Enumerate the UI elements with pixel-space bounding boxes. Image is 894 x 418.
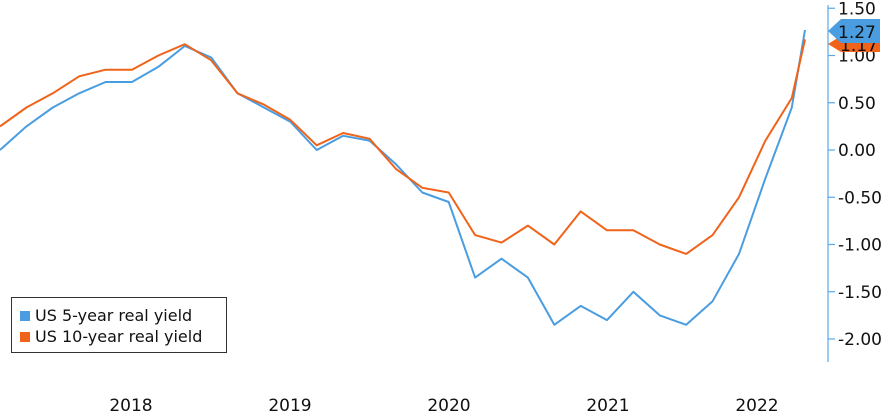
x-tick-label: 2022 bbox=[735, 396, 778, 416]
x-tick-label: 2019 bbox=[268, 396, 311, 416]
x-tick-label: 2018 bbox=[109, 396, 152, 416]
last-value-tag-5y bbox=[828, 19, 880, 43]
legend-label-5y: US 5-year real yield bbox=[35, 306, 193, 325]
y-tick-label: -2.00 bbox=[838, 330, 882, 350]
last-value-tags: 1.17 1.27 bbox=[828, 19, 880, 56]
x-tick-label: 2021 bbox=[586, 396, 629, 416]
x-tick-label: 2020 bbox=[427, 396, 470, 416]
legend-swatch-10y bbox=[20, 331, 30, 342]
legend-swatch-5y bbox=[20, 310, 30, 321]
series-line-10y bbox=[0, 39, 806, 255]
last-value-label-5y: 1.27 bbox=[838, 23, 876, 43]
series-lines bbox=[0, 29, 806, 326]
y-tick-label: 0.00 bbox=[838, 141, 876, 161]
y-tick-label: -0.50 bbox=[838, 188, 882, 208]
y-tick-label: -1.50 bbox=[838, 283, 882, 303]
series-line-5y bbox=[0, 29, 806, 326]
y-tick-label: 0.50 bbox=[838, 94, 876, 114]
chart-legend: US 5-year real yield US 10-year real yie… bbox=[11, 297, 227, 353]
x-axis: 2018 2019 2020 2021 2022 bbox=[109, 396, 778, 416]
legend-item-10y: US 10-year real yield bbox=[20, 326, 226, 347]
y-tick-label: 1.50 bbox=[838, 0, 876, 19]
legend-item-5y: US 5-year real yield bbox=[20, 305, 226, 326]
y-tick-label: -1.00 bbox=[838, 236, 882, 256]
legend-label-10y: US 10-year real yield bbox=[35, 327, 203, 346]
